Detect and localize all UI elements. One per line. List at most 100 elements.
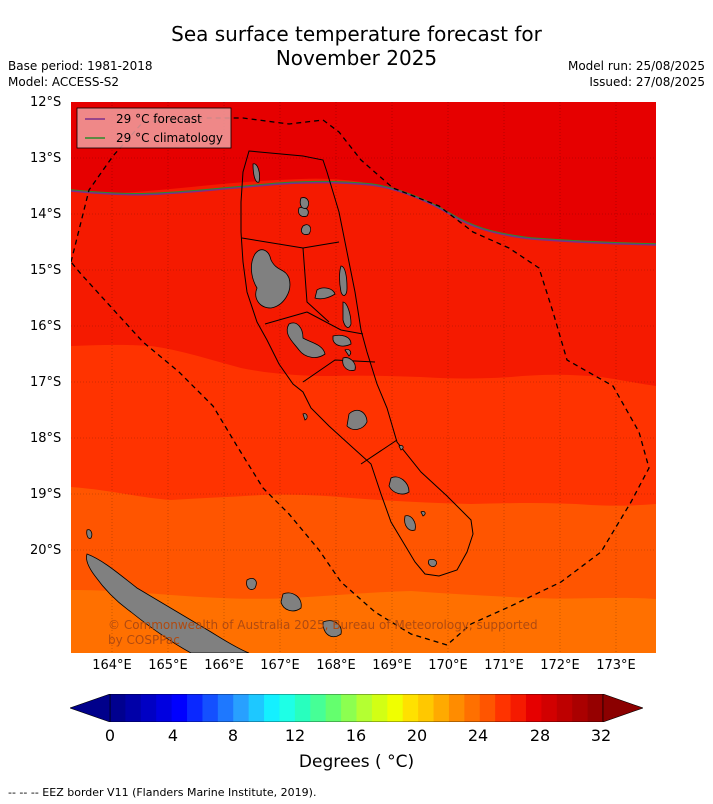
island-malo <box>314 287 336 300</box>
colorbar-cell <box>448 694 465 722</box>
climatology-contour <box>71 180 656 245</box>
island-belep <box>86 529 93 539</box>
lat-label: 15°S <box>30 263 62 278</box>
colorbar-cell <box>310 694 327 722</box>
title-line-1: Sea surface temperature forecast for <box>171 22 542 46</box>
lat-label: 19°S <box>30 487 62 502</box>
colorbar-tick: 24 <box>467 726 489 745</box>
colorbar-cell <box>464 694 481 722</box>
colorbar-cell <box>479 694 496 722</box>
island-efate <box>346 409 368 430</box>
island-small-2 <box>302 413 308 421</box>
island-pentecost <box>342 301 352 328</box>
colorbar-cell <box>525 694 542 722</box>
meta-right: Model run: 25/08/2025 Issued: 27/08/2025 <box>568 58 705 90</box>
colorbar-cell <box>387 694 404 722</box>
lon-label: 172°E <box>540 658 580 673</box>
colorbar-cell <box>356 694 373 722</box>
colorbar-tick: 28 <box>529 726 551 745</box>
colorbar-cells <box>109 694 604 722</box>
colorbar-tick: 12 <box>284 726 306 745</box>
colorbar-cell <box>217 694 234 722</box>
colorbar-tick: 4 <box>167 726 179 745</box>
colorbar-cell <box>402 694 419 722</box>
issued-date: Issued: 27/08/2025 <box>589 75 705 89</box>
colorbar-cell <box>541 694 558 722</box>
eez-footnote: -- -- -- EEZ border V11 (Flanders Marine… <box>8 786 317 799</box>
island-new-caledonia <box>86 553 250 653</box>
title-line-2: November 2025 <box>275 46 438 70</box>
island-lifou <box>280 592 302 612</box>
chart-title: Sea surface temperature forecast for Nov… <box>0 22 713 70</box>
colorbar-cell <box>125 694 142 722</box>
colorbar-cell <box>433 694 450 722</box>
island-erromango <box>388 476 410 495</box>
lat-label: 14°S <box>30 207 62 222</box>
lon-label: 165°E <box>148 658 188 673</box>
island-ambrym <box>344 349 352 357</box>
colorbar-cell <box>110 694 126 722</box>
island-small-3 <box>420 511 426 517</box>
colorbar-cell <box>495 694 512 722</box>
copyright-line-1: © Commonwealth of Australia 2025, Bureau… <box>108 618 538 632</box>
island-ambae <box>298 207 309 217</box>
copyright-line-2: by COSPPac <box>108 633 180 647</box>
forecast-contour <box>71 181 656 246</box>
island-torres <box>252 163 260 183</box>
lat-label: 16°S <box>30 319 62 334</box>
colorbar-cell <box>294 694 311 722</box>
legend-forecast-label: 29 °C forecast <box>116 112 202 126</box>
lat-label: 13°S <box>30 151 62 166</box>
colorbar-tick: 16 <box>345 726 367 745</box>
island-santo <box>251 249 291 309</box>
island-small-1 <box>398 445 404 451</box>
colorbar-tick: 32 <box>590 726 612 745</box>
colorbar-cell <box>279 694 296 722</box>
lat-label: 20°S <box>30 543 62 558</box>
island-maewo <box>339 265 348 296</box>
eez-border <box>71 117 650 646</box>
graticule <box>71 102 656 653</box>
legend <box>76 107 232 149</box>
colorbar-min-arrow <box>70 694 111 722</box>
colorbar-cell <box>510 694 527 722</box>
colorbar-cell <box>556 694 573 722</box>
island-mare <box>322 620 342 638</box>
colorbar-tick: 20 <box>406 726 428 745</box>
island-epi <box>332 334 352 347</box>
lon-label: 164°E <box>92 658 132 673</box>
lon-label: 167°E <box>260 658 300 673</box>
land <box>86 163 437 653</box>
lon-label: 166°E <box>204 658 244 673</box>
colorbar-tick: 8 <box>227 726 239 745</box>
colorbar-cell <box>140 694 157 722</box>
colorbar-cell <box>572 694 589 722</box>
island-tanna <box>404 515 416 531</box>
lon-label: 173°E <box>596 658 636 673</box>
lon-label: 171°E <box>484 658 524 673</box>
lon-label: 169°E <box>372 658 412 673</box>
island-aoba <box>301 224 311 235</box>
lat-label: 12°S <box>30 95 62 110</box>
colorbar-cell <box>587 694 604 722</box>
sst-map <box>71 102 656 653</box>
colorbar <box>70 694 643 722</box>
colorbar-max-arrow <box>602 694 643 722</box>
colorbar-cell <box>202 694 219 722</box>
model-run: Model run: 25/08/2025 <box>567 59 705 73</box>
island-shepherd <box>342 357 356 371</box>
copyright-note: © Commonwealth of Australia 2025, Bureau… <box>108 618 538 648</box>
colorbar-cell <box>156 694 173 722</box>
island-aneityum <box>428 559 437 567</box>
colorbar-label: Degrees ( °C) <box>298 752 415 772</box>
colorbar-cell <box>264 694 280 722</box>
model-name: Model: ACCESS-S2 <box>8 75 120 89</box>
province-boundaries <box>240 150 474 577</box>
island-banks <box>299 197 309 209</box>
colorbar-cell <box>371 694 388 722</box>
legend-climatology-label: 29 °C climatology <box>116 131 224 145</box>
lon-label: 168°E <box>316 658 356 673</box>
colorbar-cell <box>325 694 342 722</box>
island-ouvea <box>246 578 257 590</box>
island-malekula <box>286 322 326 358</box>
